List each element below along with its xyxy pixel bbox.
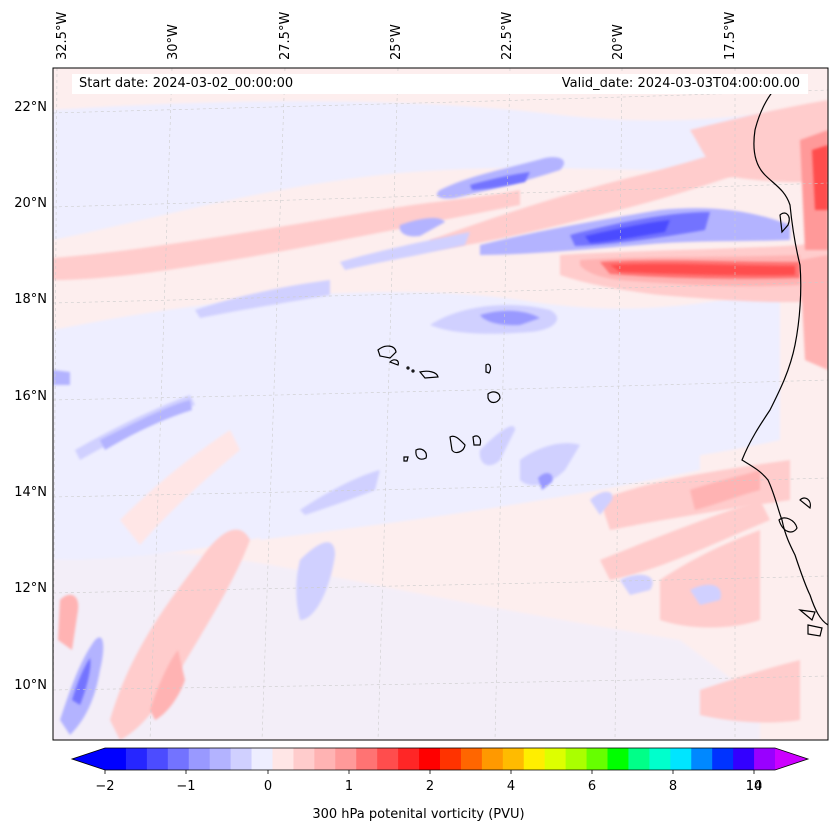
colorbar-title: 300 hPa potenital vorticity (PVU)	[312, 807, 525, 822]
colorbar-cell	[481, 748, 504, 770]
cb-tick-label: 8	[669, 779, 677, 794]
lon-label: 20°W	[611, 24, 626, 60]
colorbar-cell	[125, 748, 148, 770]
lon-label: 30°W	[166, 24, 181, 60]
colorbar-cell	[335, 748, 357, 770]
cb-tick-label: 14	[746, 779, 763, 794]
colorbar-tick-labels: −2 −1 0 1 2 4 6 8 10 14	[95, 779, 762, 794]
lat-label: 12°N	[14, 581, 47, 596]
colorbar-cell	[356, 748, 378, 770]
lat-label: 20°N	[14, 196, 47, 211]
longitude-labels: 32.5°W 30°W 27.5°W 25°W 22.5°W 20°W 17.5…	[55, 12, 738, 60]
colorbar-cell	[146, 748, 169, 770]
lat-label: 16°N	[14, 389, 47, 404]
colorbar-cell	[398, 748, 420, 770]
colorbar-cell	[586, 748, 608, 770]
cb-tick-label: −2	[95, 779, 114, 794]
colorbar-cell	[188, 748, 211, 770]
colorbar-cell	[440, 748, 462, 770]
colorbar-cell	[670, 748, 692, 770]
cb-tick-label: −1	[176, 779, 195, 794]
colorbar-cell	[419, 748, 441, 770]
lat-label: 18°N	[14, 292, 47, 307]
valid-date: Valid_date: 2024-03-03T04:00:00.00	[561, 76, 800, 91]
colorbar-cell	[502, 748, 525, 770]
colorbar-cells	[105, 748, 776, 770]
lon-label: 17.5°W	[723, 12, 738, 60]
colorbar-over-arrow	[775, 748, 808, 770]
lon-label: 25°W	[389, 24, 404, 60]
colorbar-under-arrow	[72, 748, 105, 770]
graticule	[53, 68, 828, 740]
cb-tick-label: 2	[426, 779, 434, 794]
colorbar: −2 −1 0 1 2 4 6 8 10 14	[70, 747, 810, 794]
colorbar-cell	[565, 748, 588, 770]
lon-label: 32.5°W	[55, 12, 70, 60]
colorbar-cell	[230, 748, 253, 770]
map-border	[52, 67, 829, 741]
colorbar-cell	[272, 748, 294, 770]
pv-field	[53, 100, 828, 740]
cb-tick-label: 6	[588, 779, 596, 794]
lon-label: 22.5°W	[500, 12, 515, 60]
cb-tick-label: 0	[264, 779, 272, 794]
colorbar-cell	[523, 748, 546, 770]
colorbar-cell	[628, 748, 650, 770]
colorbar-cell	[754, 748, 776, 770]
latitude-labels: 22°N 20°N 18°N 16°N 14°N 12°N 10°N	[14, 100, 47, 693]
valid-date-box	[300, 74, 808, 94]
colorbar-cell	[293, 748, 315, 770]
colorbar-cell	[209, 748, 232, 770]
colorbar-cell	[314, 748, 336, 770]
start-date: Start date: 2024-03-02_00:00:00	[79, 76, 294, 91]
lat-label: 14°N	[14, 485, 47, 500]
colorbar-cell	[460, 748, 483, 770]
cb-tick-label: 4	[507, 779, 515, 794]
colorbar-cell	[167, 748, 190, 770]
colorbar-cell	[251, 748, 273, 770]
coastlines	[377, 79, 828, 637]
lon-label: 27.5°W	[278, 12, 293, 60]
lat-label: 22°N	[14, 100, 47, 115]
colorbar-cell	[377, 748, 399, 770]
colorbar-cell	[105, 748, 127, 770]
start-date-box	[72, 74, 312, 94]
colorbar-cell	[607, 748, 629, 770]
colorbar-cell	[691, 748, 713, 770]
colorbar-ticks	[104, 770, 755, 774]
colorbar-cell	[649, 748, 671, 770]
colorbar-cell	[733, 748, 755, 770]
colorbar-cell	[544, 748, 567, 770]
cb-tick-label: 1	[345, 779, 353, 794]
cb-tick-label: 10	[746, 779, 763, 794]
lat-label: 10°N	[14, 678, 47, 693]
colorbar-cell	[712, 748, 734, 770]
